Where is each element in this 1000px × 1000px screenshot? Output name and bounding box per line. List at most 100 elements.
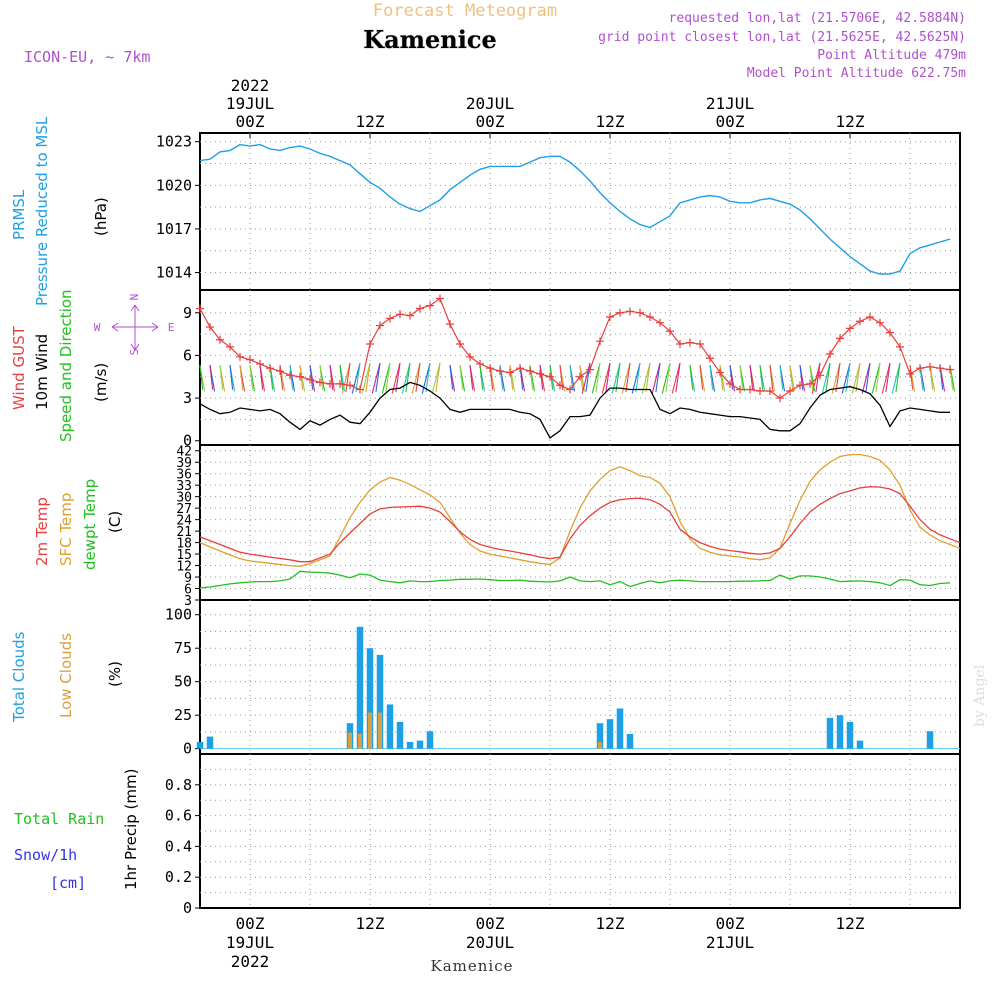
gust-marker	[786, 386, 794, 395]
bottom-time-label: 21JUL	[706, 933, 754, 952]
credit-text: by Angel	[972, 664, 988, 727]
wind-arrow	[345, 362, 351, 393]
requested-coords: requested lon,lat (21.5706E, 42.5884N)	[669, 11, 966, 26]
y-tick-label: 0	[183, 740, 192, 758]
gust-marker	[896, 342, 904, 351]
y-tick-label: 36	[176, 468, 192, 483]
gust-marker	[316, 378, 324, 387]
pressure-panel: PRMSL Pressure Reduced to MSL (hPa)	[10, 116, 110, 306]
gust-marker	[516, 364, 524, 373]
y-tick-label: 25	[174, 706, 192, 724]
wind-arrow	[749, 364, 754, 390]
total-clouds-bar	[416, 740, 424, 749]
top-time-label: 19JUL	[226, 94, 274, 113]
wind-arrow	[351, 362, 361, 394]
y-tick-label: 50	[174, 673, 192, 691]
y-tick-label: 6	[183, 346, 192, 364]
y-tick-label: 1014	[156, 264, 192, 282]
wind-arrow	[239, 364, 244, 390]
gust-marker	[506, 368, 514, 377]
wind-arrow	[459, 364, 464, 390]
wind-arrow	[739, 364, 744, 390]
pressure-label-2: Pressure Reduced to MSL	[33, 116, 51, 306]
gust-marker	[886, 328, 894, 337]
wind-10m-line	[199, 381, 950, 439]
compass-north: N	[128, 294, 141, 301]
wind-arrow	[789, 364, 794, 390]
total-clouds-bar	[426, 731, 434, 749]
t2m-line	[199, 486, 961, 563]
gust-marker	[846, 324, 854, 333]
total-clouds-bar	[856, 740, 864, 749]
gust-marker	[666, 327, 674, 336]
wind-arrow	[895, 362, 901, 393]
y-tick-label: 0.4	[165, 837, 192, 855]
wind-arrow	[591, 362, 601, 394]
wind-arrow	[569, 364, 574, 390]
wind-arrow	[421, 362, 431, 394]
top-time-label: 00Z	[236, 112, 265, 131]
clouds-panel: Total Clouds Low Clouds (%)	[10, 631, 124, 723]
gust-marker	[606, 313, 614, 322]
gust-marker	[616, 308, 624, 317]
y-tick-label: 39	[176, 456, 192, 471]
wind-arrow	[675, 362, 681, 393]
wind-arrow	[365, 362, 371, 393]
wind-arrow	[699, 364, 704, 390]
wind-arrow	[469, 364, 474, 390]
gust-marker	[306, 375, 314, 384]
gust-marker	[466, 352, 474, 361]
wind-arrow	[219, 364, 224, 390]
y-tick-label: 12	[176, 560, 192, 575]
wind-arrow	[375, 362, 381, 393]
wind-arrow	[605, 362, 611, 393]
gust-marker	[436, 294, 444, 303]
y-tick-label: 1017	[156, 220, 192, 238]
wind-arrow	[355, 362, 361, 393]
wind-arrow	[641, 362, 651, 394]
gust-marker	[446, 320, 454, 329]
wind-arrow	[851, 362, 861, 394]
y-tick-label: 100	[165, 606, 192, 624]
gust-marker	[876, 318, 884, 327]
gust-marker	[796, 381, 804, 390]
wind-arrow	[871, 362, 881, 394]
wind-arrow	[425, 362, 431, 393]
gust-marker	[726, 379, 734, 388]
gust-marker	[286, 371, 294, 380]
gust-marker	[696, 340, 704, 349]
wind-arrow	[631, 362, 641, 394]
y-tick-label: 0.2	[165, 868, 192, 886]
wind-arrow	[909, 364, 914, 390]
gust-marker	[496, 367, 504, 376]
wind-arrow	[581, 362, 591, 394]
gust-marker	[536, 369, 544, 378]
y-tick-label: 6	[184, 583, 192, 598]
total-clouds-bar	[356, 626, 364, 749]
compass-south: S	[128, 349, 141, 356]
gust-marker	[356, 385, 364, 394]
gust-marker	[936, 364, 944, 373]
data-marks	[196, 143, 961, 750]
total-clouds-bar	[386, 704, 394, 749]
wind-arrow	[855, 362, 861, 393]
gust-marker	[626, 307, 634, 316]
y-tick-label: 24	[176, 514, 192, 529]
top-time-label: 21JUL	[706, 94, 754, 113]
gust-marker	[556, 381, 564, 390]
sfc-temp-label: SFC Temp	[57, 493, 75, 566]
station-title: Kamenice	[363, 25, 497, 54]
bottom-time-label: 12Z	[356, 914, 385, 933]
gust-marker	[596, 337, 604, 346]
gust-marker	[406, 311, 414, 320]
wind-arrow	[835, 362, 841, 393]
wind-arrow	[319, 364, 324, 390]
sfc-temp-line	[199, 453, 961, 567]
gust-marker	[276, 367, 284, 376]
gust-marker	[566, 385, 574, 394]
wind-arrow	[881, 362, 891, 394]
wind-arrow	[671, 362, 681, 394]
wind-arrow	[289, 364, 294, 390]
